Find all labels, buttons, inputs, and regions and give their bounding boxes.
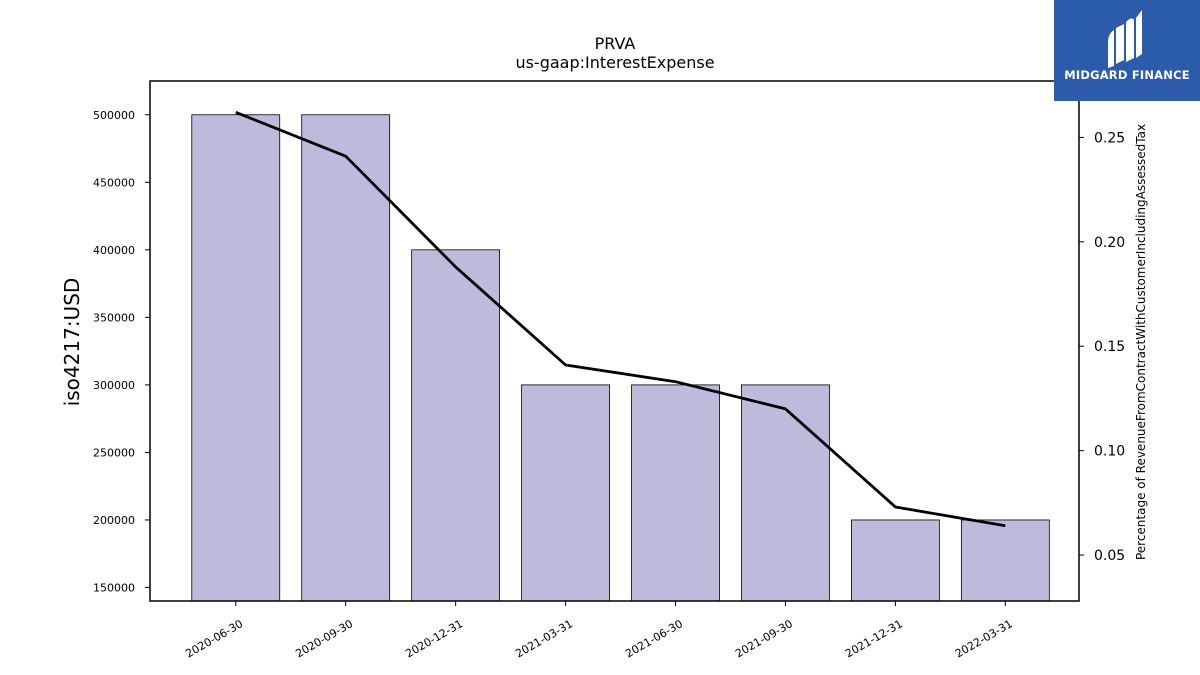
x-tick-label: 2020-09-30 xyxy=(293,617,355,660)
y2-tick-label: 0.05 xyxy=(1094,548,1125,564)
x-tick-label: 2021-03-31 xyxy=(513,617,575,660)
bar xyxy=(851,519,940,602)
midgard-logo-icon xyxy=(1108,10,1142,68)
x-tick-label: 2021-12-31 xyxy=(843,617,905,660)
y-tick-label: 450000 xyxy=(93,176,135,189)
logo-text: MIDGARD FINANCE xyxy=(1064,68,1190,82)
bar xyxy=(301,114,391,602)
x-tick-label: 2021-09-30 xyxy=(733,617,795,660)
y2-tick-label: 0.20 xyxy=(1094,235,1125,251)
x-tick-label: 2020-12-31 xyxy=(403,617,465,660)
y2-tick-label: 0.15 xyxy=(1094,339,1125,355)
x-tick-label: 2021-06-30 xyxy=(623,617,685,660)
chart-title: PRVA xyxy=(595,34,636,53)
y-tick-label: 150000 xyxy=(93,581,135,594)
plot-frame xyxy=(149,80,1080,602)
y-tick-label: 500000 xyxy=(93,109,135,122)
y-tick-label: 400000 xyxy=(93,244,135,257)
right-axis: 0.05 0.10 0.15 0.20 0.25 xyxy=(1079,130,1125,564)
y2-tick-label: 0.10 xyxy=(1094,444,1125,460)
brand-logo: MIDGARD FINANCE xyxy=(1054,0,1200,101)
bar xyxy=(631,384,720,602)
bar xyxy=(191,114,281,602)
bars-layer xyxy=(191,114,1050,602)
y2-tick-label: 0.25 xyxy=(1094,130,1125,146)
y-tick-label: 200000 xyxy=(93,514,135,527)
line-layer xyxy=(235,110,1006,528)
x-tick-label: 2022-03-31 xyxy=(953,617,1015,660)
y-tick-label: 350000 xyxy=(93,311,135,324)
chart-subtitle: us-gaap:InterestExpense xyxy=(515,53,714,72)
x-tick-label: 2020-06-30 xyxy=(183,617,245,660)
y-tick-label: 300000 xyxy=(93,379,135,392)
bar xyxy=(960,519,1050,602)
series-line xyxy=(235,110,1006,528)
bar xyxy=(411,249,501,602)
y2-axis-label: Percentage of RevenueFromContractWithCus… xyxy=(1134,124,1148,560)
x-axis: 2020-06-30 2020-09-30 2020-12-31 2021-03-31… xyxy=(183,601,1015,660)
y-tick-label: 250000 xyxy=(93,446,135,459)
bar xyxy=(741,384,830,602)
bar xyxy=(521,384,610,602)
left-axis: 150000 200000 250000 300000 350000 400000 4500… xyxy=(93,109,150,594)
y-axis-label: iso4217:USD xyxy=(60,278,84,407)
